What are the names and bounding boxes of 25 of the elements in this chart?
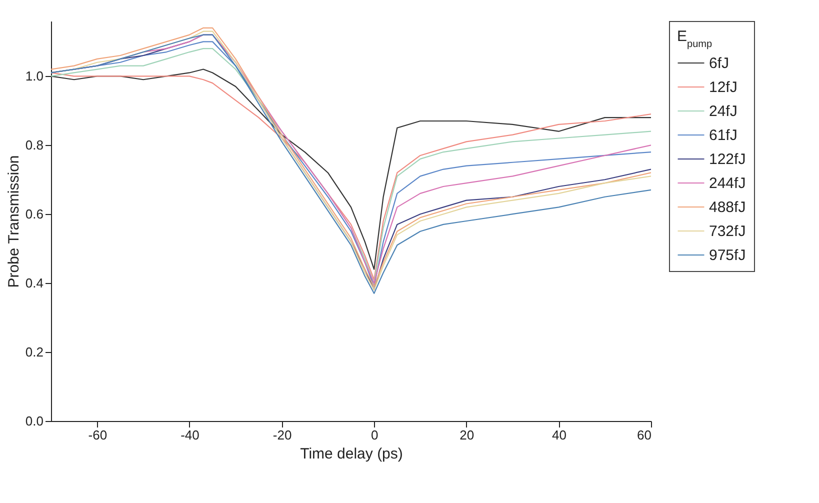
x-tick-label: 40 xyxy=(552,428,566,442)
y-tick-label: 0.0 xyxy=(25,414,44,428)
y-tick-label: 0.8 xyxy=(25,138,44,153)
x-axis-title: Time delay (ps) xyxy=(300,446,403,462)
legend-label: 244fJ xyxy=(709,175,746,192)
legend-label: 975fJ xyxy=(709,247,746,264)
legend-label: 122fJ xyxy=(709,151,746,168)
y-axis-title: Probe Transmission xyxy=(5,155,22,288)
legend-label: 24fJ xyxy=(709,103,738,120)
y-tick-label: 0.2 xyxy=(25,344,44,360)
y-tick-label: 0.6 xyxy=(25,206,44,222)
legend-label: 488fJ xyxy=(709,199,746,216)
x-tick-label: 0 xyxy=(370,428,378,442)
legend-label: 61fJ xyxy=(709,127,738,144)
x-tick-label: 20 xyxy=(460,428,474,442)
legend-label: 12fJ xyxy=(709,79,738,96)
y-tick-label: 0.4 xyxy=(25,276,44,291)
legend-label: 6fJ xyxy=(709,55,730,72)
x-tick-label: -60 xyxy=(88,428,108,442)
x-tick-label: 60 xyxy=(637,428,652,442)
x-tick-label: -40 xyxy=(180,428,200,442)
x-tick-label: -20 xyxy=(272,428,292,442)
legend-title: E$_{pump}$ xyxy=(677,28,712,50)
y-tick-label: 1.0 xyxy=(25,68,44,84)
legend-label: 732fJ xyxy=(709,223,746,240)
